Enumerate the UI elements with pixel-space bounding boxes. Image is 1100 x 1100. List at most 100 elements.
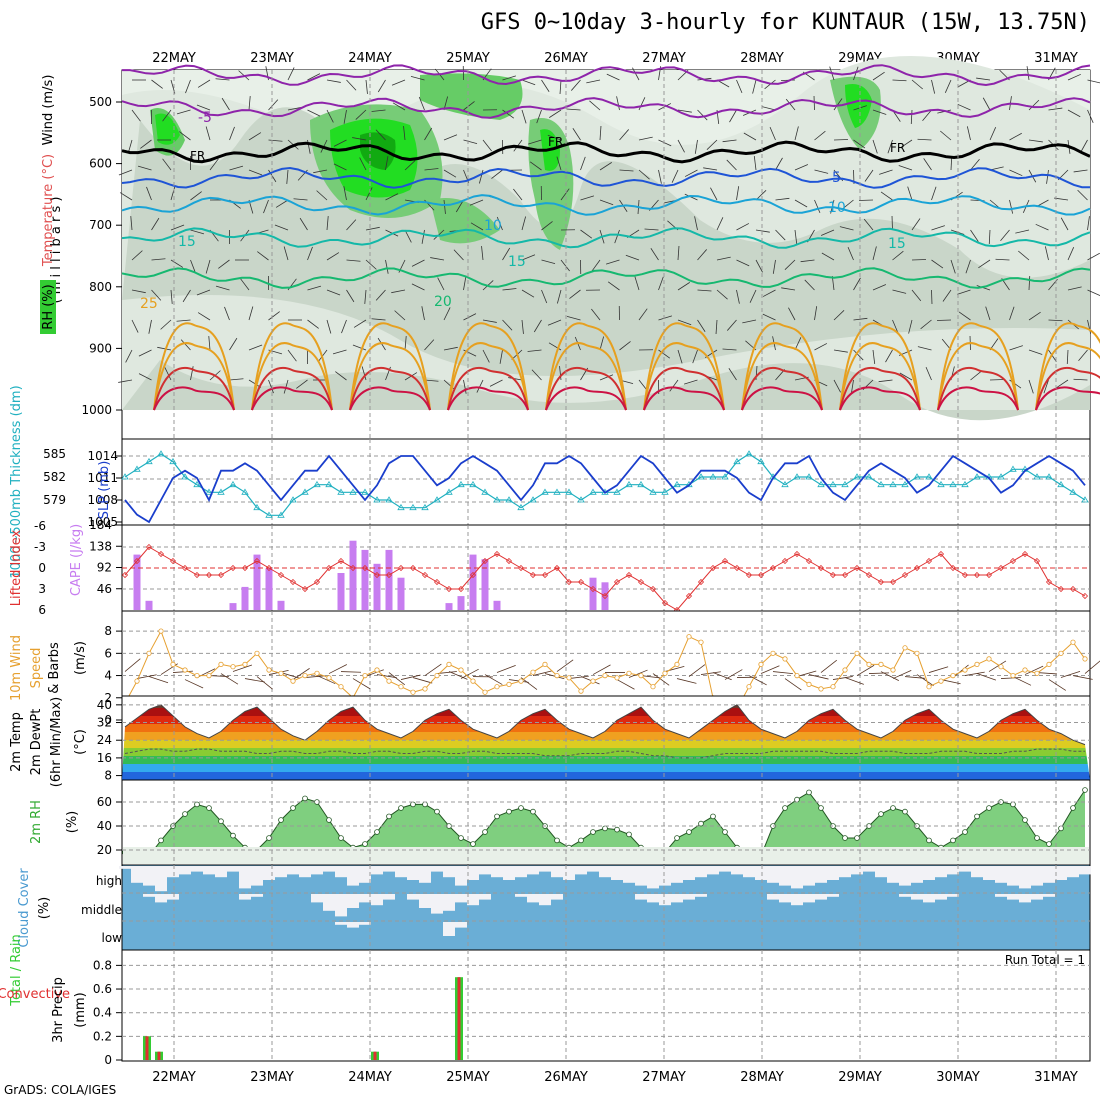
cloud-cell <box>503 866 515 880</box>
upper-barb <box>410 75 425 81</box>
upper-barb <box>605 259 620 265</box>
upper-barb <box>1056 379 1069 389</box>
upper-barb <box>521 289 535 298</box>
rh2m-marker <box>1010 801 1016 808</box>
upper-barb <box>872 139 878 154</box>
upper-barb <box>1073 378 1088 381</box>
upper-barb <box>887 139 893 154</box>
upper-barb <box>559 366 562 381</box>
wind10m-marker <box>662 670 668 676</box>
upper-barb <box>970 159 980 171</box>
temp-tick-label: 24 <box>97 733 112 747</box>
lifted-index-line <box>124 546 1086 611</box>
upper-barb <box>614 229 620 244</box>
lifted-marker <box>481 557 489 565</box>
lifted-cape-axis: -6 -3 0 3 6 184 138 92 46 <box>34 518 122 617</box>
upper-barb <box>591 259 601 272</box>
upper-barb <box>541 289 548 304</box>
cloud-cell <box>275 866 287 878</box>
lifted-marker <box>613 578 621 586</box>
precip-tick-label: 0.8 <box>93 958 112 972</box>
upper-barb <box>1067 109 1081 118</box>
rh2m-marker <box>686 829 692 835</box>
cloud-cell <box>455 894 467 903</box>
wind10m-marker <box>218 661 224 668</box>
upper-barb <box>421 306 425 321</box>
upper-barb <box>599 374 614 381</box>
contour-warm <box>349 366 431 411</box>
thickness-marker <box>841 480 849 488</box>
rh-tick-label: 40 <box>97 819 112 833</box>
upper-barb <box>424 379 439 382</box>
lifted-marker <box>445 585 453 593</box>
wind10m-marker <box>818 686 824 692</box>
lifted-marker <box>565 578 573 586</box>
upper-barb <box>190 229 205 235</box>
upper-barb <box>131 289 146 294</box>
cloud-cell <box>863 866 875 872</box>
thickness-marker <box>337 488 345 495</box>
rh2m-marker <box>302 795 308 802</box>
upper-barb <box>694 139 698 154</box>
cape-tick-label: 46 <box>97 582 112 596</box>
thickness-marker <box>517 503 525 511</box>
upper-barb <box>853 349 864 361</box>
upper-barb <box>697 319 706 332</box>
cloud-cell <box>803 866 815 886</box>
rh2m-marker <box>698 820 704 827</box>
upper-barb <box>268 99 279 111</box>
upper-barb <box>359 157 367 171</box>
wind10m-barb <box>376 674 397 679</box>
upper-barb <box>1073 169 1088 173</box>
rh2m-marker <box>338 835 344 841</box>
upper-barb <box>772 259 776 274</box>
rh2m-marker <box>1070 805 1076 811</box>
bottom-date-1: 23MAY <box>250 1070 294 1085</box>
upper-barb <box>599 199 614 206</box>
lifted-marker <box>721 557 729 565</box>
cloud-cell <box>539 894 551 906</box>
wind10m-marker <box>410 689 416 695</box>
upper-barb <box>569 289 581 299</box>
upper-barb <box>404 336 407 351</box>
cloud-tick-label: middle <box>81 903 122 917</box>
cloud-cell <box>911 866 923 883</box>
precip-convective-bar <box>373 1051 377 1060</box>
wind10m-barb <box>784 678 802 691</box>
panel-cloud: high middle low Cloud Cover (%) <box>17 864 1091 951</box>
cape-label: CAPE (J/kg) <box>69 524 84 596</box>
rh2m-marker <box>1058 825 1064 832</box>
upper-barb <box>541 221 553 231</box>
upper-barb <box>1087 79 1100 84</box>
rh2m-marker <box>878 811 884 817</box>
temp-grid <box>122 696 1090 780</box>
cloud-cell <box>1031 866 1043 886</box>
cloud-cell <box>407 894 419 900</box>
cloud-cell <box>671 894 683 903</box>
wind10m-barb <box>484 674 503 685</box>
upper-barb <box>572 128 581 141</box>
cape-bar <box>265 568 273 610</box>
wind10m-barb <box>988 660 1007 672</box>
lifted-marker <box>349 564 357 572</box>
wind10m-barb <box>796 670 817 677</box>
precip-tick-label: 0.2 <box>93 1029 112 1043</box>
lifted-marker <box>829 571 837 579</box>
upper-barb <box>533 319 542 333</box>
thickness-marker <box>133 465 141 472</box>
lifted-marker <box>1009 557 1017 565</box>
upper-barb <box>920 319 932 330</box>
contour-warm <box>251 342 333 411</box>
upper-barb <box>820 229 835 236</box>
upper-barb <box>391 79 406 86</box>
wind10m-marker <box>1022 667 1028 673</box>
rh2m-marker <box>458 835 464 841</box>
wind10m-marker <box>770 650 776 656</box>
upper-barb <box>547 319 562 326</box>
bottom-date-0: 22MAY <box>152 1070 196 1085</box>
upper-barb <box>443 169 457 178</box>
wind10m-label-b: Speed <box>29 648 44 689</box>
bottom-date-labels: 22MAY 23MAY 24MAY 25MAY 26MAY 27MAY 28MAY 29MAY… <box>152 1070 1078 1085</box>
lifted-marker <box>385 571 393 579</box>
thickness-tick-label: 582 <box>43 470 66 484</box>
